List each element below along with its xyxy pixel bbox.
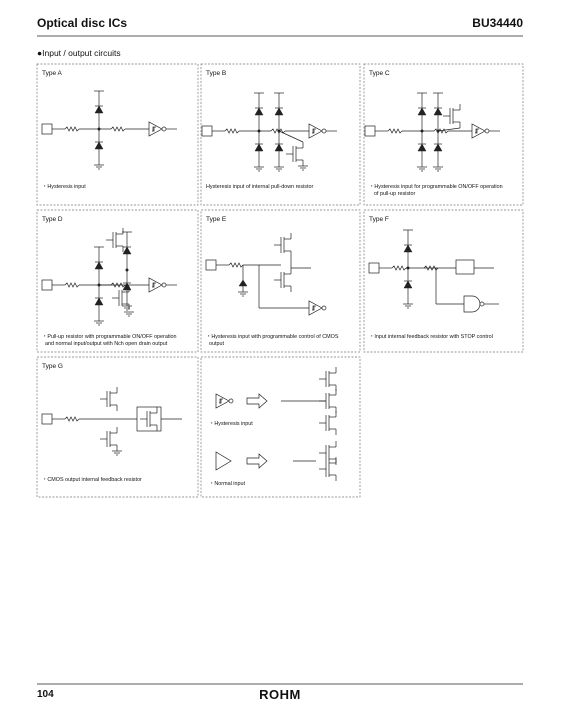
circuit-caption: ・Hysteresis input — [42, 184, 86, 190]
circuit-label: Type A — [42, 70, 63, 77]
legend-item: ・Hysteresis input — [209, 421, 253, 427]
circuit-box: Type C ・Hysteresis input for programmabl… — [363, 63, 524, 206]
legend-item: ・Normal input — [209, 481, 245, 487]
circuit-label: Type C — [369, 70, 390, 77]
circuit-label: Type F — [369, 216, 389, 223]
page-number: 104 — [37, 689, 54, 700]
circuit-caption: Hysteresis input of internal pull-down r… — [206, 184, 313, 190]
circuit-box: Type G ・CMOS output internal feedback re… — [36, 356, 199, 498]
circuit-caption: ・Hysteresis input with programmable cont… — [206, 334, 339, 340]
circuit-box: Type D ・Pull-up resistor with programmab… — [36, 209, 199, 353]
circuit-box: Type A ・Hysteresis input — [36, 63, 199, 206]
circuit-label: Type B — [206, 70, 226, 77]
circuit-box: Type F ・Input internal feedback resistor… — [363, 209, 524, 353]
circuit-caption: ・Pull-up resistor with programmable ON/O… — [42, 334, 177, 340]
circuit-label: Type G — [42, 363, 63, 370]
logo: ROHM — [259, 687, 301, 702]
circuit-caption: of pull-up resistor — [374, 191, 416, 197]
circuit-label: Type D — [42, 216, 63, 223]
circuit-caption: ・Input internal feedback resistor with S… — [369, 334, 493, 340]
circuit-caption: and normal input/output with Nch open dr… — [45, 341, 168, 347]
circuit-caption: ・CMOS output internal feedback resistor — [42, 477, 142, 483]
circuit-box: Type B Hysteresis input of internal pull… — [200, 63, 361, 206]
header-part: BU34440 — [472, 16, 523, 30]
legend-box: ・Hysteresis input ・Normal input — [200, 356, 361, 498]
circuit-box: Type E ・Hysteresis input with programmab… — [200, 209, 361, 353]
circuit-label: Type E — [206, 216, 227, 223]
circuit-caption: output — [209, 341, 224, 347]
circuit-caption: ・Hysteresis input for programmable ON/OF… — [369, 184, 503, 190]
header-title: Optical disc ICs — [37, 16, 127, 30]
section-title: ●Input / output circuits — [37, 48, 121, 58]
